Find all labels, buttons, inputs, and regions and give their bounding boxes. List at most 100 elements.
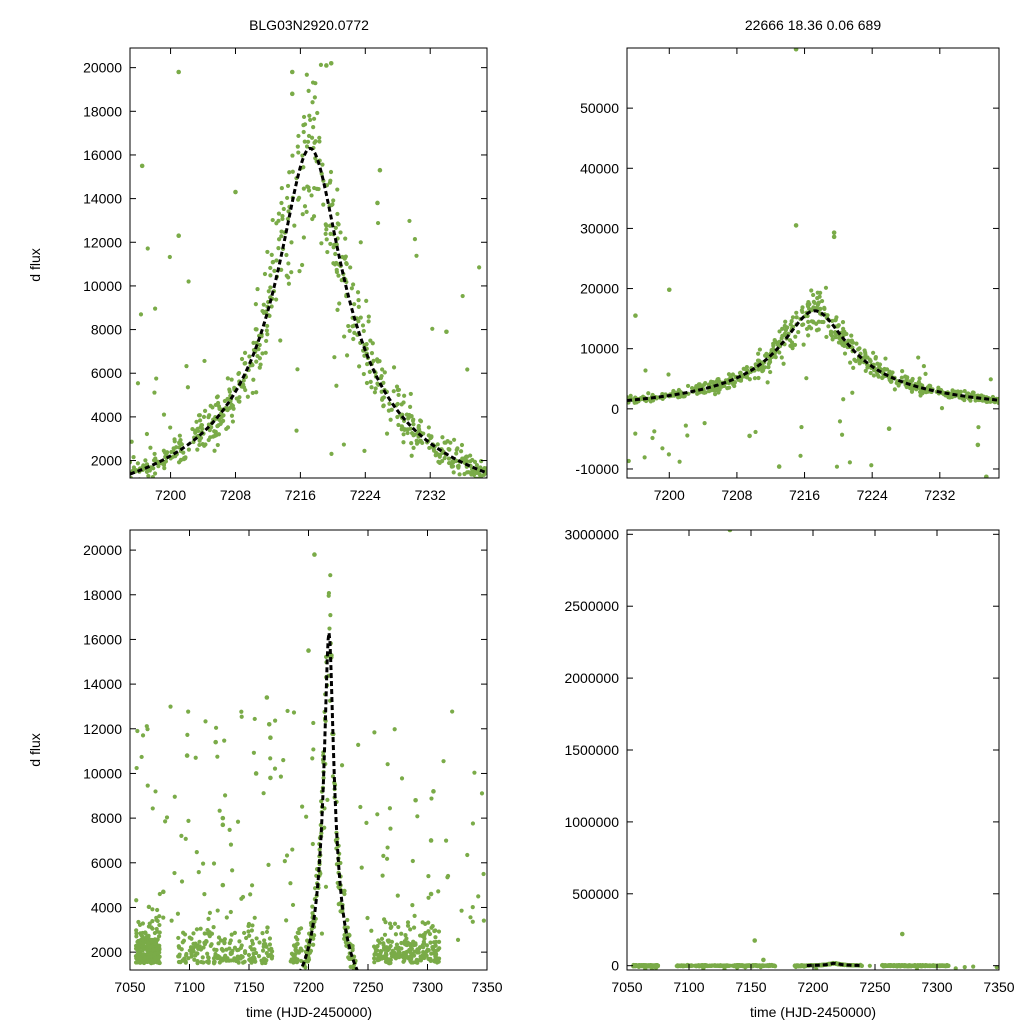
data-point	[194, 419, 199, 424]
data-point	[213, 725, 219, 730]
data-point	[311, 125, 316, 130]
data-point	[666, 287, 672, 293]
data-point	[448, 440, 453, 445]
data-point	[424, 953, 429, 958]
data-point	[408, 426, 413, 431]
y-tick-label: 16000	[83, 147, 122, 163]
data-point	[209, 942, 214, 947]
data-point	[853, 358, 859, 364]
data-point	[216, 400, 221, 406]
data-point	[459, 908, 464, 913]
data-point	[299, 948, 304, 953]
data-point	[141, 953, 146, 958]
x-tick-label: 7300	[921, 979, 952, 995]
data-point	[222, 738, 227, 743]
data-point	[368, 338, 373, 343]
data-point	[781, 361, 786, 366]
data-point	[814, 321, 819, 326]
data-point	[227, 406, 232, 411]
data-point	[301, 186, 306, 191]
data-point	[150, 806, 155, 811]
data-point	[484, 470, 487, 475]
data-point	[356, 304, 361, 309]
data-point	[266, 289, 271, 294]
data-point	[227, 940, 232, 946]
data-point	[196, 870, 201, 875]
data-point	[414, 253, 419, 258]
data-point	[750, 963, 755, 968]
data-point	[822, 305, 827, 310]
y-tick-label: 3000000	[564, 526, 619, 542]
data-point	[735, 965, 740, 970]
data-point	[247, 957, 252, 962]
data-point	[289, 240, 294, 245]
data-point	[426, 920, 431, 925]
data-point	[208, 403, 213, 408]
x-tick-label: 7150	[233, 979, 264, 995]
data-point	[310, 756, 315, 761]
data-point	[227, 387, 232, 392]
data-point	[849, 333, 854, 338]
data-point	[184, 951, 189, 957]
data-point	[156, 958, 161, 963]
observation-points	[627, 48, 999, 478]
data-point	[896, 383, 901, 388]
data-point	[633, 431, 638, 436]
data-point	[481, 918, 486, 923]
data-point	[342, 891, 347, 897]
data-point	[302, 122, 308, 127]
data-point	[840, 320, 846, 325]
data-point	[643, 368, 648, 373]
data-point	[345, 917, 350, 923]
data-point	[286, 281, 291, 286]
data-point	[892, 387, 897, 392]
data-point	[436, 889, 441, 894]
data-point	[821, 319, 826, 325]
y-tick-label: 10000	[580, 341, 619, 357]
data-point	[794, 315, 799, 320]
data-point	[375, 359, 380, 364]
data-point	[286, 261, 291, 266]
data-point	[773, 964, 778, 969]
data-point	[310, 911, 315, 916]
data-point	[352, 302, 357, 307]
data-point	[386, 939, 391, 944]
plot-frame	[129, 47, 488, 479]
y-axis-title: d flux	[27, 248, 43, 281]
data-point	[287, 170, 292, 175]
data-point	[428, 891, 434, 897]
data-point	[477, 265, 482, 270]
data-point	[396, 924, 401, 930]
data-point	[876, 374, 881, 379]
data-point	[172, 794, 177, 799]
data-point	[988, 377, 993, 382]
data-point	[249, 883, 255, 888]
data-point	[443, 838, 449, 843]
data-point	[145, 246, 150, 251]
data-point	[717, 387, 722, 392]
data-point	[917, 385, 922, 391]
data-point	[408, 404, 413, 409]
data-point	[895, 379, 900, 384]
data-point	[225, 376, 230, 381]
data-point	[377, 167, 383, 173]
data-point	[365, 915, 370, 921]
data-point	[396, 955, 402, 960]
data-point	[666, 372, 671, 377]
data-point	[627, 458, 631, 464]
data-point	[207, 428, 212, 433]
data-point	[867, 963, 872, 968]
data-point	[153, 306, 158, 311]
data-point	[433, 935, 438, 940]
data-point	[670, 391, 675, 396]
data-point	[313, 81, 318, 86]
data-point	[420, 933, 425, 938]
data-point	[135, 381, 141, 386]
data-point	[715, 377, 720, 382]
data-point	[147, 954, 152, 959]
data-point	[368, 379, 373, 384]
data-point	[792, 342, 798, 348]
data-point	[455, 446, 460, 451]
data-point	[295, 144, 300, 149]
data-point	[310, 904, 315, 909]
